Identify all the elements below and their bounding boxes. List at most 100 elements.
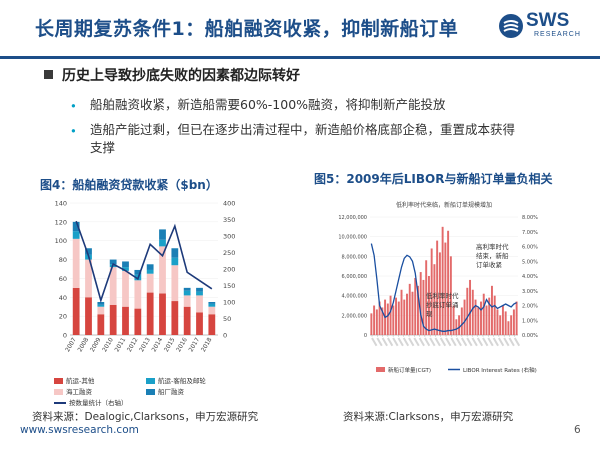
page-number: 6 xyxy=(574,424,581,436)
legend-label: 船厂融资 xyxy=(158,388,184,396)
bar-yard xyxy=(171,248,179,258)
header-rule xyxy=(0,56,600,59)
x-tick-label-mark xyxy=(445,337,452,347)
x-tick-label-mark xyxy=(503,337,510,347)
footer-url[interactable]: www.swsresearch.com xyxy=(20,424,139,436)
bar-passenger xyxy=(97,304,105,307)
x-tick-label-mark xyxy=(381,337,388,347)
bar-passenger xyxy=(146,269,154,274)
legend-swatch xyxy=(146,389,155,395)
bullet-text-2-line-2: 支撑 xyxy=(90,140,116,155)
annotation-low: 低利率时代 xyxy=(426,291,459,300)
bar-offshore xyxy=(171,265,179,302)
bar-yard xyxy=(134,269,142,275)
libor-line xyxy=(370,243,517,332)
bar-shipping-other xyxy=(85,297,92,335)
order-bar xyxy=(427,276,430,335)
y2-tick-label: 0.00% xyxy=(522,333,538,339)
bar-passenger xyxy=(183,290,191,296)
sws-logo: SWS RESEARCH xyxy=(498,10,581,44)
x-tick-label-mark xyxy=(434,337,441,347)
y2-tick-label: 1.00% xyxy=(522,318,538,324)
chart4-caption: 图4：船舶融资贷款收紧（$bn） xyxy=(40,178,218,192)
order-bar xyxy=(441,226,444,335)
order-bar xyxy=(458,315,461,335)
bar-offshore xyxy=(159,246,166,294)
x-tick-label: 2017 xyxy=(188,336,202,353)
order-bar xyxy=(386,303,389,335)
bar-passenger xyxy=(196,291,203,296)
y2-tick-label: 350 xyxy=(223,216,235,224)
x-tick-label-mark xyxy=(418,337,425,347)
bar-yard xyxy=(146,264,154,270)
y2-tick-label: 0 xyxy=(223,332,227,340)
order-bar xyxy=(422,279,425,335)
x-tick-label-mark xyxy=(487,337,494,347)
x-tick-label-mark xyxy=(455,337,462,347)
legend-swatch xyxy=(54,402,66,404)
x-tick-label-mark xyxy=(413,337,420,347)
x-tick-label: 2010 xyxy=(101,336,115,353)
chart4-source: 资料来源：Dealogic,Clarksons，申万宏源研究 xyxy=(32,411,259,423)
x-tick-label-mark xyxy=(471,337,478,347)
logo-text: SWS xyxy=(526,10,570,31)
y-tick-label: 60 xyxy=(59,275,67,283)
y2-tick-label: 2.00% xyxy=(522,304,538,310)
legend-swatch xyxy=(54,378,63,384)
order-bar xyxy=(375,309,378,335)
order-bar xyxy=(501,305,504,335)
x-tick-label: 2008 xyxy=(77,336,91,353)
chart5-caption: 图5：2009年后LIBOR与新船订单量负相关 xyxy=(314,172,553,186)
x-tick-label: 2011 xyxy=(114,336,128,353)
order-bar xyxy=(480,301,482,335)
annotation-low: 抄底订单涌 xyxy=(426,300,459,309)
x-tick-label-mark xyxy=(513,337,521,347)
annotation-high: 结束，新船 xyxy=(476,251,509,260)
order-bar xyxy=(411,291,414,335)
order-bar xyxy=(510,315,513,335)
bar-offshore xyxy=(208,306,216,315)
slide-title: 长周期复苏条件1：船舶融资收紧，抑制新船订单 xyxy=(35,18,459,40)
bar-offshore xyxy=(134,280,142,309)
bar-passenger xyxy=(159,239,166,247)
y-tick-label: 8,000,000 xyxy=(342,254,367,260)
chart5-inner-title: 低利率时代来临，新船订单规模增加 xyxy=(396,201,492,209)
order-bar xyxy=(504,311,507,335)
x-tick-label-mark xyxy=(439,337,447,347)
legend-swatch xyxy=(146,378,155,384)
legend-label-line: LIBOR Interest Rates (右轴) xyxy=(463,366,537,374)
bar-yard xyxy=(183,287,191,291)
order-bar xyxy=(482,293,485,335)
y-tick-label: 10,000,000 xyxy=(338,235,367,241)
order-bar xyxy=(463,299,466,335)
y2-tick-label: 8.00% xyxy=(522,215,538,221)
y-tick-label: 4,000,000 xyxy=(342,294,367,300)
sws-logo-icon xyxy=(499,14,523,38)
y-tick-label: 120 xyxy=(55,218,67,226)
order-bar xyxy=(370,313,373,335)
y2-tick-label: 6.00% xyxy=(522,245,538,251)
legend-label: 航运-其他 xyxy=(66,377,95,385)
order-bar xyxy=(466,287,469,335)
x-tick-label-mark xyxy=(408,337,415,347)
order-bar xyxy=(490,285,493,335)
y-tick-label: 0 xyxy=(63,332,67,340)
bar-offshore xyxy=(183,295,191,307)
annotation-low: 现 xyxy=(426,310,433,318)
order-bar xyxy=(389,295,392,335)
order-bar xyxy=(488,297,491,335)
x-tick-label-mark xyxy=(397,337,404,347)
y2-tick-label: 100 xyxy=(223,299,235,307)
legend-label: 海工融资 xyxy=(66,388,92,396)
order-bar xyxy=(373,305,376,335)
annotation-high: 订单收紧 xyxy=(476,260,503,269)
bar-offshore xyxy=(85,259,92,298)
logo-subtext: RESEARCH xyxy=(534,31,581,38)
y2-tick-label: 3.00% xyxy=(522,289,538,295)
y-tick-label: 80 xyxy=(59,256,67,264)
x-tick-label: 2018 xyxy=(200,336,214,353)
bar-yard xyxy=(72,221,80,232)
bar-passenger xyxy=(208,303,216,307)
order-bar xyxy=(444,242,447,335)
x-tick-label-mark xyxy=(423,337,431,347)
